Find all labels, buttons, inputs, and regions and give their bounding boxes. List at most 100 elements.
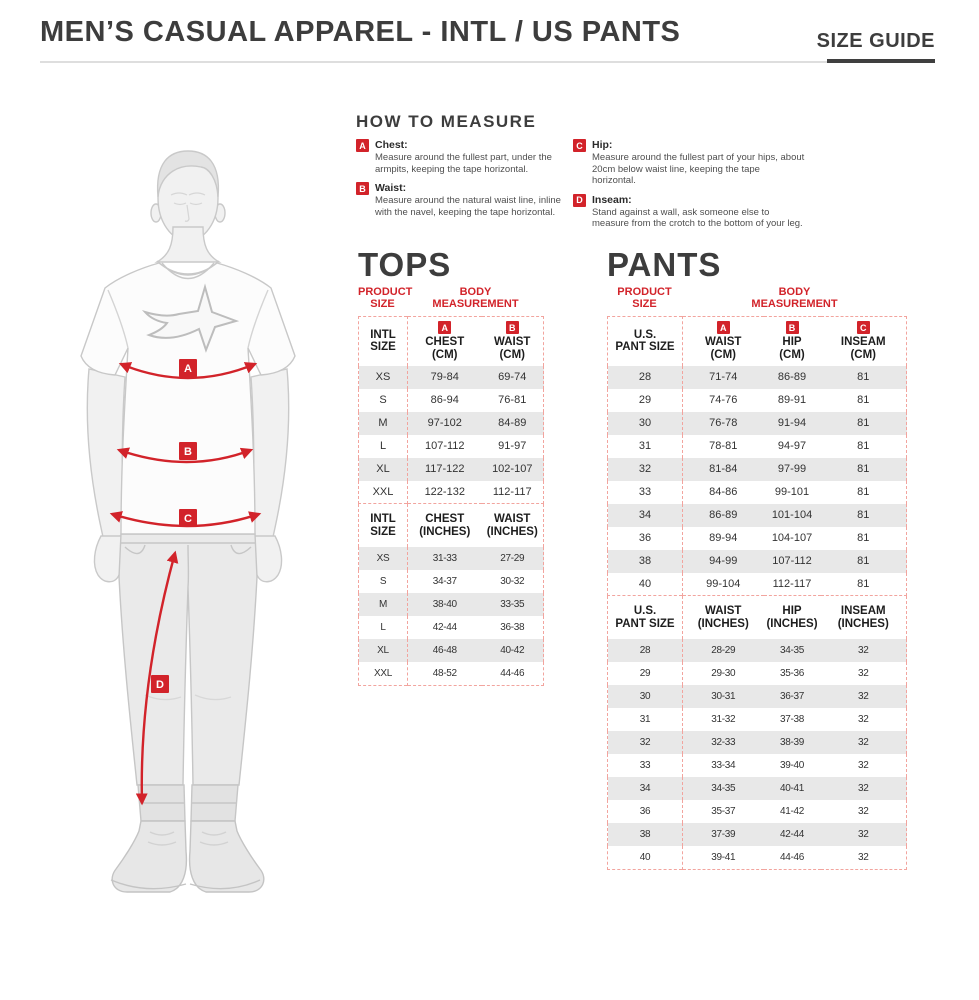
chest-marker-letter: A [184,363,192,375]
table-cell: 32 [857,806,869,817]
size-guide-tab[interactable]: SIZE GUIDE [816,30,935,52]
table-row: M 38-40 33-35 [358,593,544,616]
inseam-key-badge: C [856,321,870,335]
table-cell: 36 [607,526,683,550]
product-size-header: PRODUCT SIZE [607,286,682,310]
table-cell: 38-40 [407,593,482,616]
table-cell: 29-30 [711,668,736,679]
table-cell: 36 [607,800,683,823]
table-cell: 94-97 [777,440,807,452]
table-cell: 81-84 [682,457,764,481]
table-cell: 69-74 [481,365,544,389]
table-cell: 86-94 [430,394,459,406]
tops-title: TOPS [358,246,452,283]
table-cell: 117-122 [407,457,482,481]
table-cell: 35-36 [779,668,805,679]
column-header-waist-cm: B WAIST (CM) [494,321,531,361]
column-header-intl-size: INTL SIZE [358,504,408,547]
table-row: XXL 122-132 112-117 [358,480,544,504]
body-measurement-header: BODY MEASUREMENT [407,286,544,310]
product-size-line2: SIZE [632,298,657,310]
table-cell: 42-44 [432,622,457,633]
measure-item-label: Waist: [375,182,407,194]
table-cell: 112-117 [772,577,812,590]
table-cell: 31 [607,434,683,458]
table-row: 28 28-29 34-35 32 [607,639,907,662]
table-row: 33 84-86 99-101 81 [607,480,907,504]
pants-section: PANTS PRODUCT SIZE BODY MEASUREMENT U.S.… [607,246,907,870]
table-cell: 91-94 [763,411,821,435]
tops-group-headers: PRODUCT SIZE BODY MEASUREMENT [358,286,544,310]
table-cell: 81 [857,440,870,452]
waist-key-badge: B [505,321,519,335]
table-cell: 81 [820,365,907,389]
table-cell: 99-104 [706,577,741,590]
body-measurement-figure: A B C D [80,150,296,893]
table-cell: L [358,434,408,458]
pants-group-headers: PRODUCT SIZE BODY MEASUREMENT [607,286,907,310]
how-to-measure-col-2: C Hip: Measure around the fullest part o… [573,139,805,237]
measure-item-text: Measure around the fullest part of your … [592,152,805,186]
how-to-measure-heading: HOW TO MEASURE [356,112,537,131]
table-cell: 84-89 [481,411,544,435]
column-header-chest-cm: A CHEST (CM) [425,321,465,361]
table-row: 34 34-35 40-41 32 [607,777,907,800]
measure-item-text: Stand against a wall, ask someone else t… [592,206,803,230]
table-cell: 33 [607,754,683,777]
table-cell: XL [358,457,408,481]
tops-section: TOPS PRODUCT SIZE BODY MEASUREMENT INTL S… [358,246,544,686]
table-cell: 33 [607,480,683,504]
waist-key-badge: B [356,182,369,195]
measure-item-hip: C Hip: Measure around the fullest part o… [573,139,805,187]
waist-key-badge: A [716,321,730,335]
column-header-hip-inches: HIP (INCHES) [766,605,818,630]
waist-marker-badge [179,442,197,460]
table-row: XL 46-48 40-42 [358,639,544,662]
measure-item-body: Chest: Measure around the fullest part, … [375,139,572,175]
table-cell: 84-86 [709,486,738,498]
pants-cm-table: U.S. PANT SIZE A WAIST (CM) B HIP (CM) C IN… [607,316,907,596]
header-divider [40,61,827,63]
inseam-arrow [135,550,179,806]
table-row: 32 32-33 38-39 32 [607,731,907,754]
table-cell: 38-39 [763,731,821,754]
tops-inches-table: INTL SIZE CHEST (INCHES) WAIST (INCHES) XS 3… [358,504,544,686]
table-cell: 32 [820,639,907,662]
table-cell: XXL [358,662,408,685]
table-row: L 107-112 91-97 [358,434,544,458]
measure-item-inseam: D Inseam: Stand against a wall, ask some… [573,193,805,230]
table-cell: 28-29 [682,639,764,662]
table-cell: 107-112 [763,549,821,573]
table-cell: 37-39 [682,823,764,846]
table-cell: 32 [857,714,869,725]
table-cell: 34 [607,777,683,800]
table-cell: 81 [820,549,907,573]
table-cell: 89-94 [709,532,738,544]
measure-item-label: Hip: [592,139,613,151]
chest-key-badge: A [356,139,369,152]
body-measurement-header: BODY MEASUREMENT [682,286,907,310]
table-cell: 91-97 [498,440,527,452]
body-measurement-line1: BODY [778,286,811,298]
column-header-waist-cm: A WAIST (CM) [705,321,742,361]
table-cell: 81 [820,411,907,435]
table-row: XS 31-33 27-29 [358,547,544,570]
table-cell: 81 [857,577,870,590]
table-cell: 112-117 [492,485,532,498]
column-header-hip-cm: B HIP (CM) [779,321,805,361]
table-row: 40 99-104 112-117 81 [607,572,907,596]
waist-marker-letter: B [184,446,192,458]
table-cell: 38 [607,823,683,846]
table-cell: M [358,411,408,435]
table-cell: 32 [820,731,907,754]
table-cell: 81 [857,394,870,406]
table-cell: 44-46 [500,667,525,679]
table-cell: 40 [607,572,683,596]
table-cell: 40-42 [481,639,544,662]
column-header-intl-size: INTL SIZE [358,316,408,366]
table-cell: 42-44 [763,823,821,846]
table-row: 38 94-99 107-112 81 [607,549,907,573]
table-cell: 36-38 [500,622,525,633]
pants-title: PANTS [607,246,722,283]
